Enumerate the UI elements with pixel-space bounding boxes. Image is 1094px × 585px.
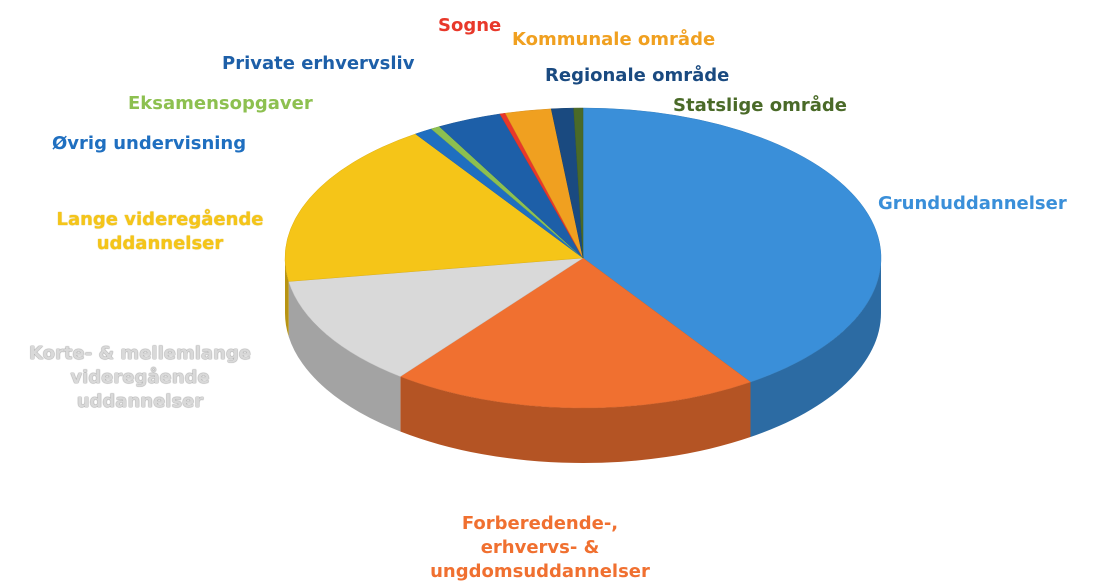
slice-label: Forberedende-, erhvervs- & ungdomsuddann… [430, 513, 650, 582]
slice-label: Sogne [438, 15, 502, 36]
slice-label: Grunduddannelser [878, 193, 1067, 214]
slice-side [285, 258, 289, 337]
slice-label: Øvrig undervisning [52, 133, 247, 154]
slice [399, 257, 752, 409]
slice-label: Korte- & mellemlange videregående uddann… [29, 343, 251, 412]
slice-label: Lange videregående uddannelser [56, 209, 264, 254]
slice-side [750, 258, 881, 438]
slice-side [400, 376, 751, 464]
slice-label: Private erhvervsliv [222, 53, 415, 74]
slice [573, 107, 584, 259]
slice-label: Kommunale område [512, 29, 716, 50]
slice-label: Regionale område [545, 65, 730, 86]
slice-side [288, 281, 401, 432]
slice [288, 257, 584, 377]
slice [284, 133, 584, 282]
slice-label: Statslige område [673, 95, 847, 116]
slice-label: Eksamensopgaver [128, 93, 313, 114]
slice [582, 107, 882, 383]
